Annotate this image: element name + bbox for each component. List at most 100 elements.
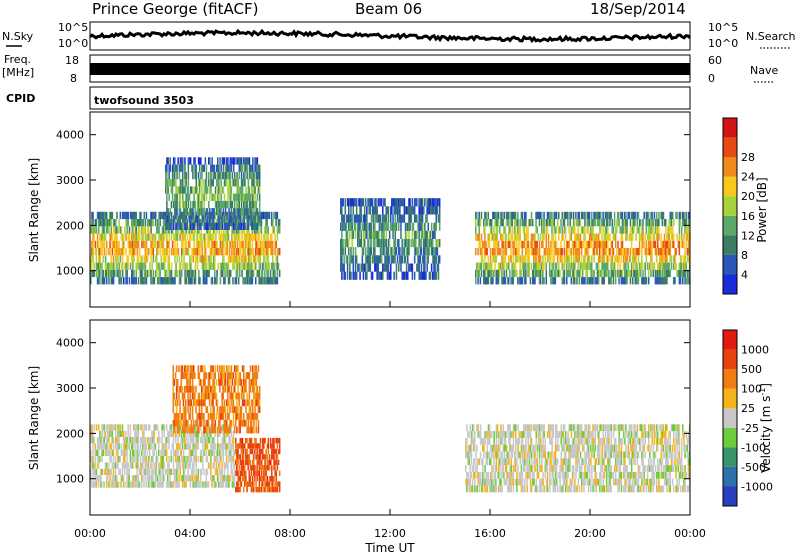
velocity-cell <box>587 431 590 438</box>
velocity-cell <box>570 424 573 432</box>
velocity-cell <box>484 465 486 472</box>
power-cell <box>177 186 179 194</box>
power-cell <box>649 233 651 241</box>
velocity-cell <box>128 481 131 488</box>
power-cell <box>151 233 153 241</box>
velocity-cell <box>553 485 556 493</box>
power-cell <box>498 262 501 270</box>
power-cell <box>513 240 516 249</box>
velocity-cell <box>182 437 185 444</box>
velocity-cell <box>512 465 515 472</box>
power-cell <box>247 277 249 285</box>
velocity-cell <box>503 458 506 466</box>
power-cell <box>363 222 366 231</box>
velocity-cell <box>155 468 158 475</box>
power-cell <box>267 248 270 256</box>
power-cell <box>408 239 410 248</box>
velocity-cell <box>178 456 180 463</box>
power-cell <box>255 233 257 241</box>
power-cell <box>179 215 182 223</box>
power-cell <box>222 255 224 263</box>
power-cell <box>475 226 477 234</box>
power-cell <box>536 226 538 234</box>
power-cell <box>435 222 438 231</box>
power-cell <box>174 277 176 285</box>
power-cell <box>190 255 192 263</box>
velocity-cell <box>108 468 110 475</box>
power-cell <box>207 233 209 241</box>
velocity-cell <box>563 451 566 459</box>
power-cell <box>687 277 690 285</box>
power-cell <box>391 247 393 256</box>
power-cell <box>234 233 237 241</box>
power-cell <box>548 219 551 227</box>
power-cell <box>249 215 252 223</box>
velocity-cell <box>184 481 186 488</box>
power-cell <box>538 211 541 220</box>
velocity-cell <box>562 424 565 432</box>
velocity-cell <box>493 471 495 479</box>
power-cell <box>222 200 225 209</box>
power-cell <box>613 255 616 263</box>
velocity-cell <box>94 443 97 450</box>
power-cell <box>655 211 658 220</box>
power-cell <box>551 248 553 256</box>
velocity-cell <box>114 475 117 482</box>
velocity-cell <box>185 462 187 469</box>
power-cell <box>509 269 511 278</box>
power-cell <box>166 233 168 241</box>
power-cell <box>577 255 579 263</box>
power-cell <box>254 164 256 172</box>
power-cell <box>220 179 222 187</box>
power-cell <box>187 164 190 172</box>
power-cell <box>617 255 619 263</box>
power-cell <box>274 211 276 220</box>
power-cell <box>562 269 565 278</box>
power-cell <box>266 211 268 220</box>
power-cell <box>260 219 263 227</box>
power-cell <box>599 219 601 227</box>
power-cell <box>164 219 166 227</box>
power-cell <box>427 222 430 231</box>
velocity-cell <box>134 430 136 437</box>
power-cell <box>595 277 598 285</box>
velocity-cell <box>225 481 228 488</box>
velocity-cell <box>583 471 585 479</box>
power-cell <box>98 248 100 256</box>
power-cell <box>247 215 250 223</box>
velocity-cell <box>465 478 467 486</box>
velocity-cell <box>540 431 542 438</box>
power-cell <box>382 271 384 280</box>
power-cell <box>277 248 280 256</box>
velocity-cell <box>573 424 575 432</box>
power-cell <box>166 200 168 209</box>
power-cell <box>556 269 559 278</box>
velocity-cell <box>145 443 148 450</box>
power-cell <box>183 186 185 194</box>
power-cell <box>588 211 591 220</box>
velocity-cell <box>534 485 536 493</box>
velocity-cell <box>114 443 117 450</box>
power-cell <box>233 262 235 270</box>
power-cell <box>511 211 513 220</box>
power-cell <box>475 233 477 241</box>
power-cell <box>516 248 518 256</box>
velocity-cell <box>467 478 469 486</box>
velocity-cell <box>121 475 124 482</box>
velocity-cell <box>480 437 483 445</box>
power-cell <box>537 255 540 263</box>
velocity-cell <box>584 465 586 472</box>
power-cell <box>546 219 549 227</box>
power-cell <box>189 157 192 165</box>
velocity-cell <box>561 444 564 452</box>
velocity-cell <box>125 481 127 488</box>
power-cell <box>412 206 415 215</box>
velocity-cell <box>465 444 467 452</box>
velocity-cell <box>205 456 208 463</box>
power-cell <box>427 198 430 207</box>
power-cell <box>658 269 660 278</box>
power-cell <box>189 240 191 249</box>
power-cell <box>670 211 673 220</box>
power-cell <box>610 240 612 249</box>
velocity-cell <box>488 431 491 438</box>
